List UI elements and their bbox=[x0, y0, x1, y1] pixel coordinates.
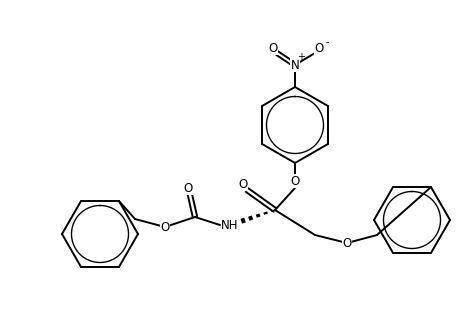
Text: O: O bbox=[238, 177, 248, 190]
Text: N: N bbox=[291, 58, 300, 71]
Text: O: O bbox=[343, 236, 352, 249]
Text: -: - bbox=[325, 37, 329, 47]
Text: NH: NH bbox=[221, 218, 239, 231]
Text: +: + bbox=[297, 52, 305, 62]
Text: O: O bbox=[160, 220, 169, 233]
Text: O: O bbox=[290, 174, 300, 187]
Text: O: O bbox=[268, 41, 278, 54]
Text: O: O bbox=[314, 41, 324, 54]
Text: O: O bbox=[183, 181, 193, 194]
